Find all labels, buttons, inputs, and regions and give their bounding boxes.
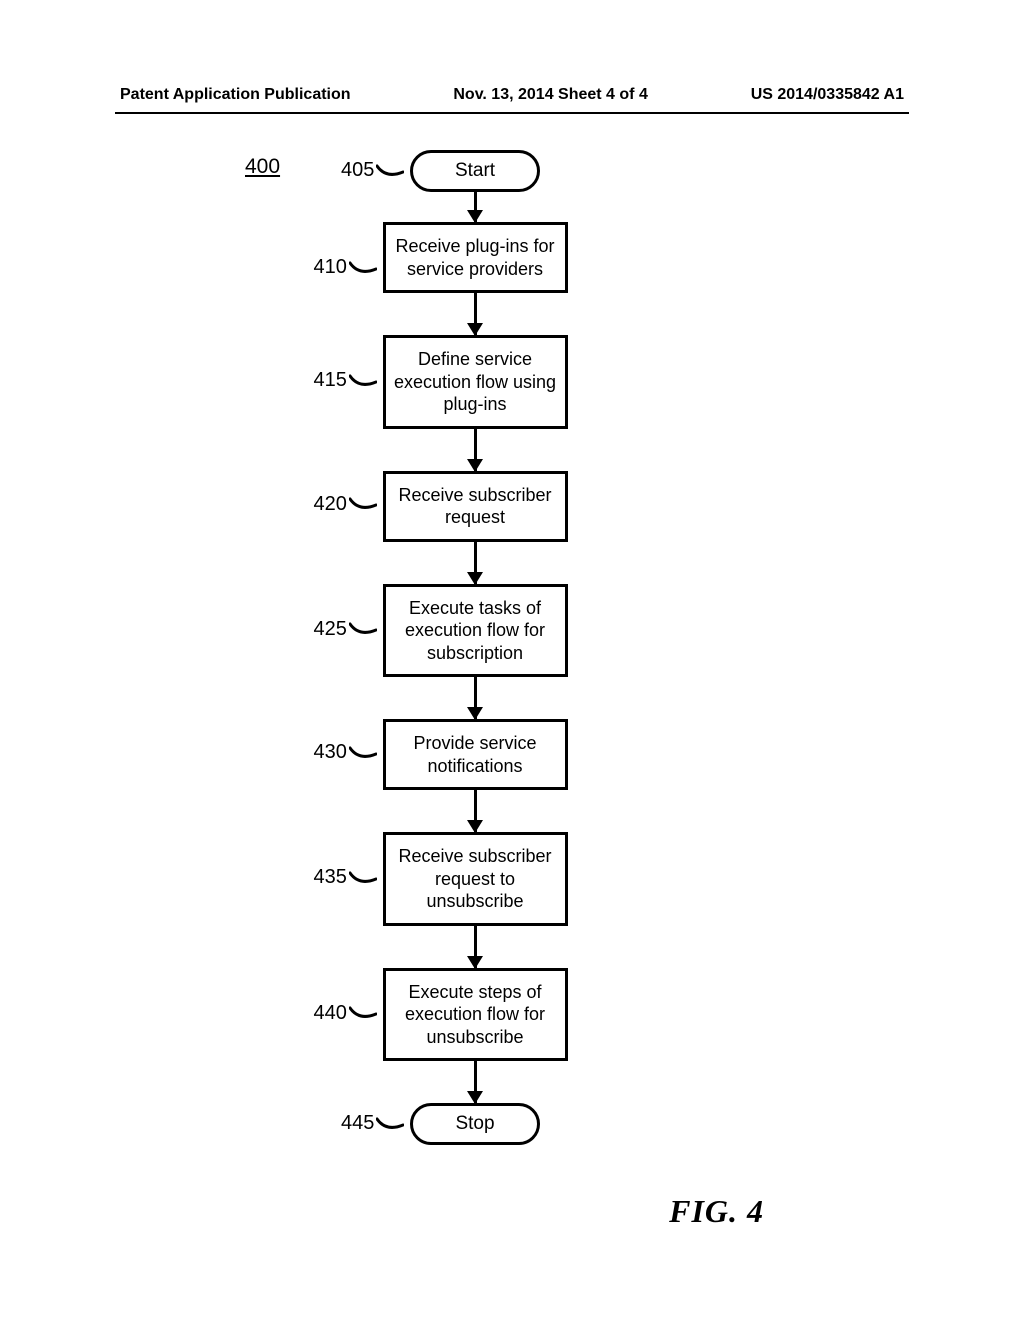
flow-node-ref-445: 445: [341, 1112, 404, 1135]
flow-node-ref-430: 430: [314, 740, 377, 765]
flow-node-410: Receive plug-ins for service providers41…: [383, 222, 568, 293]
header-divider: [115, 112, 909, 114]
flow-arrow-after-425: [370, 677, 580, 719]
flow-node-440: Execute steps of execution flow for unsu…: [383, 968, 568, 1062]
flow-node-445: Stop445: [410, 1103, 540, 1145]
flow-arrow-after-435: [370, 926, 580, 968]
header-right: US 2014/0335842 A1: [751, 86, 904, 104]
flow-node-ref-440: 440: [314, 1001, 377, 1026]
flow-arrow-after-410: [370, 293, 580, 335]
flow-arrow-after-405: [370, 192, 580, 222]
flow-node-425: Execute tasks of execution flow for subs…: [383, 584, 568, 678]
flow-node-ref-405: 405: [341, 159, 404, 182]
flow-node-ref-415: 415: [314, 368, 377, 393]
flow-node-ref-410: 410: [314, 255, 377, 280]
flow-node-415: Define service execution flow using plug…: [383, 335, 568, 429]
flow-node-430: Provide service notifications430: [383, 719, 568, 790]
flow-node-420: Receive subscriber request420: [383, 471, 568, 542]
figure-caption: FIG. 4: [669, 1193, 764, 1230]
flow-node-ref-435: 435: [314, 865, 377, 890]
flow-node-405: Start405: [410, 150, 540, 192]
flow-arrow-after-440: [370, 1061, 580, 1103]
page-header: Patent Application Publication Nov. 13, …: [0, 86, 1024, 104]
header-left: Patent Application Publication: [120, 86, 351, 104]
flow-arrow-after-415: [370, 429, 580, 471]
flow-node-ref-420: 420: [314, 492, 377, 517]
flow-arrow-after-420: [370, 542, 580, 584]
flowchart: Start405 Receive plug-ins for service pro…: [370, 150, 580, 1145]
flow-node-435: Receive subscriber request to unsubscrib…: [383, 832, 568, 926]
flow-node-ref-425: 425: [314, 617, 377, 642]
header-center: Nov. 13, 2014 Sheet 4 of 4: [453, 86, 647, 104]
flow-arrow-after-430: [370, 790, 580, 832]
diagram-reference-number: 400: [245, 155, 280, 179]
